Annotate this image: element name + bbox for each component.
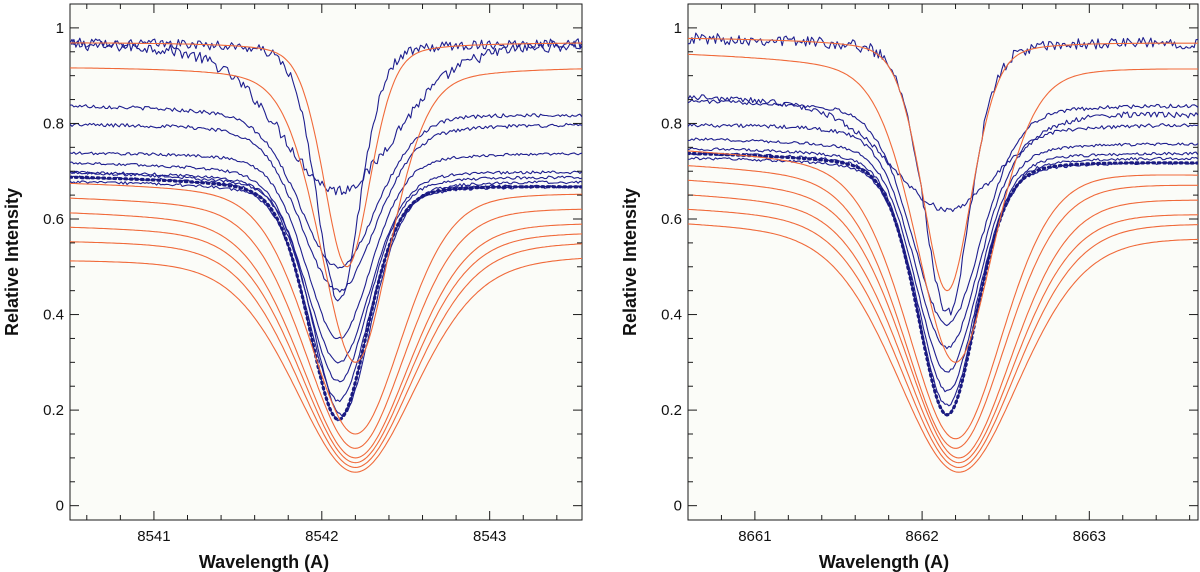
y-tick-label: 0 <box>674 498 682 515</box>
right-y-axis-label: Relative Intensity <box>620 188 640 336</box>
right-curve-group <box>688 32 1198 473</box>
left-tick-group: 8541 8542 8543 0 0.2 0.4 0.6 0.8 1 <box>43 4 582 545</box>
spectrum-curve-observed <box>70 122 582 293</box>
spectrum-curve-observed <box>688 147 1198 393</box>
y-tick-label: 0.2 <box>661 402 682 419</box>
spectrum-curve-synthetic <box>70 182 582 435</box>
spectrum-curve-synthetic <box>688 165 1198 449</box>
spectrum-curve-synthetic <box>70 257 582 473</box>
x-tick-label: 8662 <box>905 528 938 545</box>
right-tick-group: 8661 8662 8663 0 0.2 0.4 0.6 0.8 1 <box>661 4 1198 545</box>
spectrum-curve-synthetic <box>688 37 1198 292</box>
y-tick-label: 0.6 <box>43 211 64 228</box>
spectrum-curve-observed <box>688 137 1198 373</box>
left-curve-group <box>70 37 582 473</box>
spectrum-curve-observed <box>688 99 1198 327</box>
spectrum-curve-synthetic <box>688 208 1198 468</box>
spectrum-curve-synthetic <box>688 150 1198 440</box>
spectrum-curve-synthetic <box>688 223 1198 473</box>
x-tick-label: 8541 <box>137 528 170 545</box>
left-spectrum-panel: 8541 8542 8543 0 0.2 0.4 0.6 0.8 1 Wavelength (A… <box>2 3 583 572</box>
spectrum-curve-observed <box>70 151 582 340</box>
y-tick-label: 0.4 <box>43 307 64 324</box>
spectrum-curve-synthetic <box>688 194 1198 464</box>
spectrum-curve-synthetic <box>70 212 582 459</box>
y-tick-label: 0.6 <box>661 211 682 228</box>
spectrum-curve-synthetic <box>688 53 1198 363</box>
spectrum-curve-synthetic <box>70 67 582 363</box>
x-tick-label: 8542 <box>305 528 338 545</box>
y-tick-label: 0.2 <box>43 402 64 419</box>
x-tick-label: 8663 <box>1073 528 1106 545</box>
right-plot-frame <box>687 3 1199 521</box>
y-tick-label: 0.4 <box>661 307 682 324</box>
spectrum-curve-observed <box>688 94 1198 213</box>
spectrum-curve-synthetic <box>70 197 582 449</box>
y-tick-label: 0.8 <box>43 115 64 132</box>
spectrum-curve-observed <box>70 37 582 302</box>
y-tick-label: 1 <box>56 20 64 37</box>
spectrum-curve-observed <box>70 161 582 364</box>
y-tick-label: 0.8 <box>661 115 682 132</box>
spectrum-curve-synthetic <box>70 226 582 464</box>
spectrum-curve-synthetic <box>688 179 1198 459</box>
spectrum-curve-synthetic <box>70 42 582 268</box>
spectrum-curve-reference <box>688 151 1198 417</box>
right-spectrum-panel: 8661 8662 8663 0 0.2 0.4 0.6 0.8 1 Wavelength (A… <box>620 3 1199 572</box>
right-x-axis-label: Wavelength (A) <box>819 552 949 572</box>
spectrum-curve-synthetic <box>70 241 582 468</box>
spectrum-curve-reference <box>70 175 582 422</box>
y-tick-label: 1 <box>674 20 682 37</box>
x-tick-label: 8543 <box>473 528 506 545</box>
left-x-axis-label: Wavelength (A) <box>199 552 329 572</box>
spectrum-curve-observed <box>70 170 582 383</box>
y-tick-label: 0 <box>56 498 64 515</box>
x-tick-label: 8661 <box>738 528 771 545</box>
left-plot-frame <box>69 3 583 521</box>
left-y-axis-label: Relative Intensity <box>2 188 22 336</box>
spectrum-curve-observed <box>70 104 582 269</box>
